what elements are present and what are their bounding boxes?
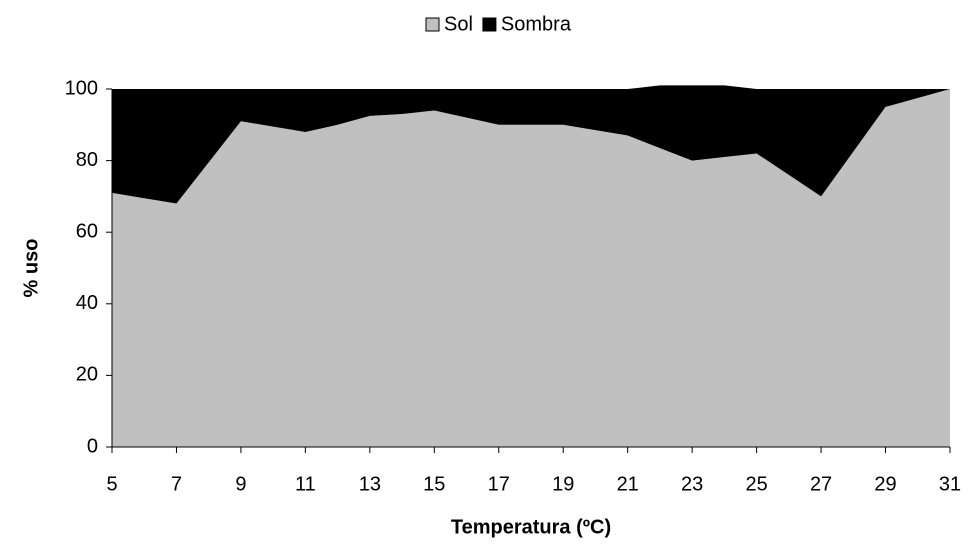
y-tick-label: 0 (87, 435, 98, 457)
x-tick-label: 17 (488, 473, 510, 495)
area (112, 85, 950, 204)
y-tick-label: 20 (76, 364, 98, 386)
x-tick-label: 9 (235, 473, 246, 495)
y-tick-label: 80 (76, 149, 98, 171)
y-tick-label: 60 (76, 220, 98, 242)
y-tick-label: 40 (76, 292, 98, 314)
x-tick-label: 15 (423, 473, 445, 495)
x-tick-label: 25 (745, 473, 767, 495)
x-tick-label: 13 (359, 473, 381, 495)
legend-label: Sol (444, 13, 473, 35)
x-tick-label: 23 (681, 473, 703, 495)
legend-swatch (482, 17, 497, 32)
y-tick-label: 100 (65, 77, 98, 99)
x-tick-label: 21 (617, 473, 639, 495)
x-axis-label: Temperatura (ºC) (451, 516, 611, 538)
legend-swatch (425, 17, 440, 32)
x-tick-label: 29 (874, 473, 896, 495)
x-tick-label: 19 (552, 473, 574, 495)
y-axis-label: % uso (20, 239, 42, 298)
x-tick-label: 7 (171, 473, 182, 495)
x-tick-label: 11 (295, 473, 316, 495)
legend-label: Sombra (501, 13, 572, 35)
x-tick-label: 5 (106, 473, 117, 495)
x-tick-label: 31 (939, 473, 961, 495)
x-tick-label: 27 (810, 473, 832, 495)
area (112, 89, 950, 447)
